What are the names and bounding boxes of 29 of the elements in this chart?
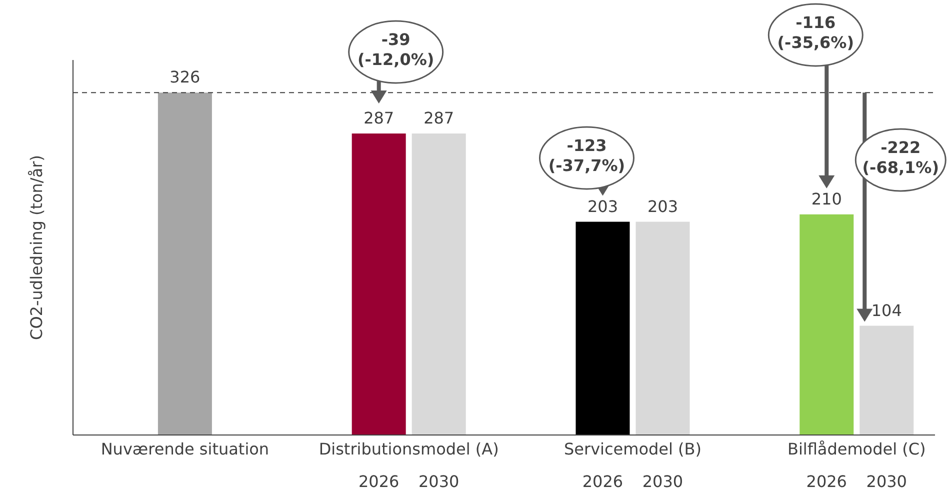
x-tick-label: Distributionsmodel (A)	[318, 439, 499, 458]
x-tick-label: Servicemodel (B)	[564, 439, 702, 458]
bar	[800, 214, 854, 435]
data-label: 287	[424, 108, 454, 128]
bar	[576, 222, 630, 435]
text: 2026	[358, 472, 400, 491]
data-label: 104	[871, 300, 902, 320]
data-label: 287	[364, 108, 394, 128]
annotation: -123 (-37,7%)	[548, 136, 626, 175]
annotation: -222 (-68,1%)	[862, 138, 940, 177]
data-label: 203	[587, 196, 618, 216]
bar	[860, 326, 914, 435]
text: 2026	[582, 472, 624, 491]
x-tick-label: Nuværende situation	[100, 439, 270, 458]
bar	[352, 134, 406, 435]
data-label: 326	[170, 68, 200, 87]
x-tick-label: Bilflådemodel (C)	[787, 439, 926, 458]
bar	[158, 92, 212, 435]
text: 2030	[642, 472, 684, 491]
bar	[636, 222, 690, 435]
y-axis-title: CO2-udledning (ton/år)	[27, 155, 46, 340]
bar	[412, 134, 466, 435]
text: 2026	[806, 472, 847, 491]
annotation: -39 (-12,0%)	[357, 30, 434, 69]
text: 2030	[866, 472, 907, 491]
text: 2030	[418, 472, 460, 491]
data-label: 203	[647, 196, 678, 216]
data-label: 210	[811, 189, 842, 208]
text: -116 (-35,6%)	[777, 13, 854, 52]
